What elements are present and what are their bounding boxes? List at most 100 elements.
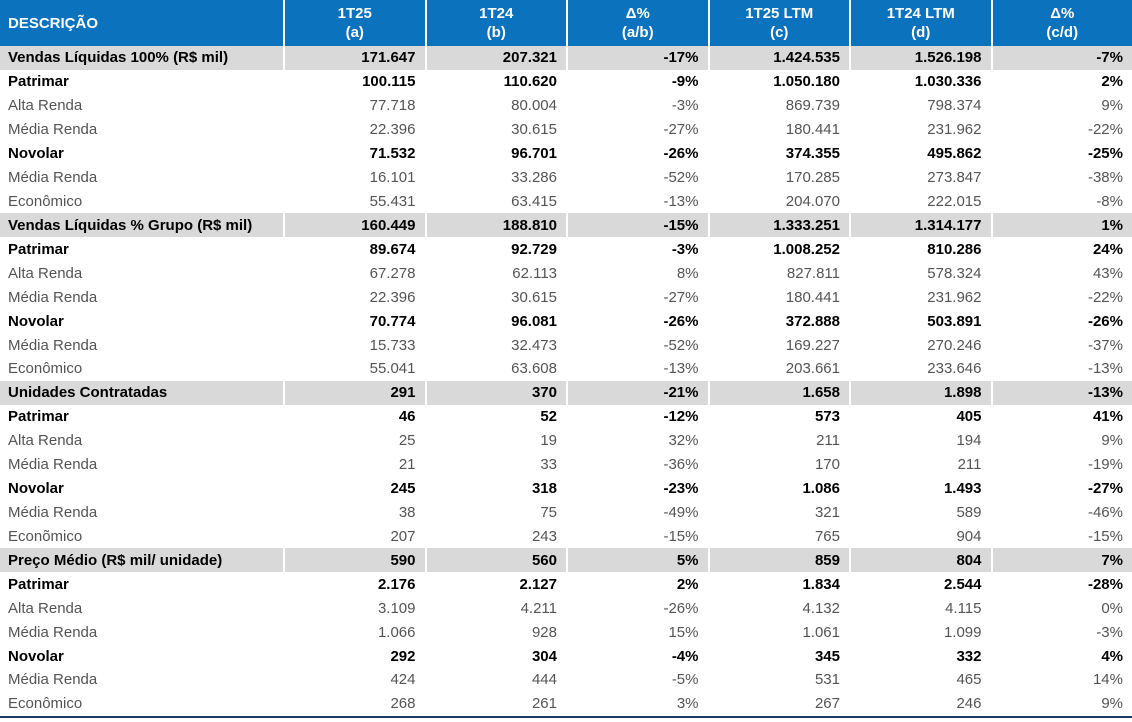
- cell-value: -37%: [1087, 336, 1123, 354]
- cell-value: -26%: [1087, 312, 1123, 330]
- header-cell-label: Δ%: [1050, 5, 1075, 22]
- cell-value: -4%: [671, 647, 699, 665]
- header-cell-sublabel: (c/d): [1046, 24, 1079, 41]
- table-row: Patrimar 100.115 110.620 -9% 1.050.180 1.030.…: [0, 70, 1132, 94]
- cell-value: 1.333.251: [707, 213, 850, 238]
- cell-value: 765: [814, 527, 840, 545]
- cell-value: 62.113: [512, 264, 557, 282]
- header-cell-label: 1T25 LTM: [745, 5, 814, 22]
- header-cell-label: Δ%: [625, 5, 650, 22]
- cell-value: 372.888: [785, 312, 840, 330]
- table-row: Patrimar 46 52 -12% 573 405 41%: [0, 405, 1132, 429]
- table-row: Média Renda 15.733 32.473 -52% 169.227 270.24…: [0, 333, 1132, 357]
- table-row: Econômico 55.431 63.415 -13% 204.070 222.015 -…: [0, 190, 1132, 214]
- cell-value: 2.127: [519, 575, 557, 593]
- cell-value: 38: [398, 503, 416, 521]
- cell-value: 804: [849, 548, 991, 573]
- cell-value: -12%: [663, 408, 699, 426]
- cell-value: -26%: [663, 312, 699, 330]
- cell-value: 67.278: [369, 264, 416, 282]
- cell-value: 77.718: [369, 97, 416, 115]
- cell-value: 904: [956, 527, 982, 545]
- header-cell-sublabel: (c): [770, 24, 789, 41]
- cell-value: 243: [531, 527, 557, 545]
- cell-value: 63.415: [511, 192, 557, 210]
- cell-value: 1.658: [707, 380, 850, 405]
- cell-value: -3%: [1096, 623, 1123, 641]
- row-label: Média Renda: [8, 288, 98, 306]
- cell-value: 169.227: [785, 336, 840, 354]
- cell-value: -13%: [990, 380, 1132, 405]
- cell-value: 15%: [668, 623, 699, 641]
- cell-value: -27%: [663, 121, 699, 139]
- cell-value: 22.396: [369, 121, 416, 139]
- cell-value: 859: [707, 548, 850, 573]
- cell-value: 4.211: [520, 599, 557, 617]
- cell-value: 63.608: [511, 360, 557, 378]
- cell-value: 170: [814, 456, 840, 474]
- cell-value: 170.285: [785, 169, 840, 187]
- cell-value: 321: [814, 503, 840, 521]
- cell-value: 590: [283, 548, 425, 573]
- cell-value: 503.891: [927, 312, 982, 330]
- cell-value: 7%: [990, 548, 1132, 573]
- row-label: Novolar: [8, 647, 64, 665]
- cell-value: -9%: [671, 73, 699, 91]
- cell-value: -15%: [566, 213, 708, 238]
- cell-value: 2%: [676, 575, 699, 593]
- cell-value: 370: [424, 380, 567, 405]
- cell-value: 22.396: [369, 288, 416, 306]
- cell-value: 203.661: [785, 360, 840, 378]
- header-cell: Δ% (a/b): [566, 0, 708, 46]
- row-label: Média Renda: [8, 336, 98, 354]
- table-row: Novolar 71.532 96.701 -26% 374.355 495.862 -25…: [0, 142, 1132, 166]
- cell-value: 374.355: [785, 145, 840, 163]
- row-label: Alta Renda: [8, 432, 83, 450]
- header-cell-description: DESCRIÇÃO: [0, 0, 283, 46]
- cell-value: 1.493: [943, 480, 982, 498]
- cell-value: -15%: [1087, 527, 1123, 545]
- description-header-label: DESCRIÇÃO: [8, 14, 99, 32]
- row-label: Vendas Líquidas 100% (R$ mil): [8, 49, 229, 67]
- cell-value: 405: [956, 408, 982, 426]
- table-row: Patrimar 89.674 92.729 -3% 1.008.252 810.286 2…: [0, 237, 1132, 261]
- cell-value: -36%: [663, 456, 699, 474]
- row-label: Econômico: [8, 360, 83, 378]
- row-label: Média Renda: [8, 623, 98, 641]
- cell-value: -21%: [566, 380, 708, 405]
- cell-value: 25: [398, 432, 416, 450]
- row-label: Novolar: [8, 312, 64, 330]
- cell-value: 261: [531, 695, 557, 713]
- cell-value: 194: [956, 432, 982, 450]
- section-row: Preço Médio (R$ mil/ unidade) 590 560 5% 859…: [0, 548, 1132, 573]
- cell-value: 32%: [668, 432, 699, 450]
- cell-value: 465: [956, 671, 982, 689]
- cell-value: 0%: [1101, 599, 1123, 617]
- cell-value: -46%: [1087, 503, 1123, 521]
- header-cell: 1T25 (a): [283, 0, 425, 46]
- header-cell-label: 1T24 LTM: [886, 5, 955, 22]
- cell-value: 32.473: [511, 336, 557, 354]
- row-label: Média Renda: [8, 169, 98, 187]
- cell-value: 1.898: [849, 380, 991, 405]
- table-row: Econõmico 207 243 -15% 765 904 -15%: [0, 524, 1132, 548]
- cell-value: 96.701: [511, 145, 557, 163]
- cell-value: -52%: [663, 169, 699, 187]
- cell-value: -22%: [1087, 121, 1123, 139]
- cell-value: 1.050.180: [773, 73, 840, 91]
- cell-value: 33: [540, 456, 557, 474]
- cell-value: 1.061: [802, 623, 840, 641]
- cell-value: -7%: [990, 46, 1132, 70]
- cell-value: 589: [956, 503, 982, 521]
- table-row: Econômico 55.041 63.608 -13% 203.661 233.646 -…: [0, 357, 1132, 381]
- cell-value: 291: [283, 380, 425, 405]
- cell-value: 573: [814, 408, 840, 426]
- table-row: Média Renda 424 444 -5% 531 465 14%: [0, 668, 1132, 692]
- cell-value: 46: [398, 408, 416, 426]
- cell-value: 270.246: [927, 336, 982, 354]
- cell-value: -26%: [663, 145, 699, 163]
- cell-value: 1.526.198: [849, 46, 991, 70]
- cell-value: 14%: [1092, 671, 1123, 689]
- cell-value: -17%: [566, 46, 708, 70]
- cell-value: 180.441: [785, 288, 840, 306]
